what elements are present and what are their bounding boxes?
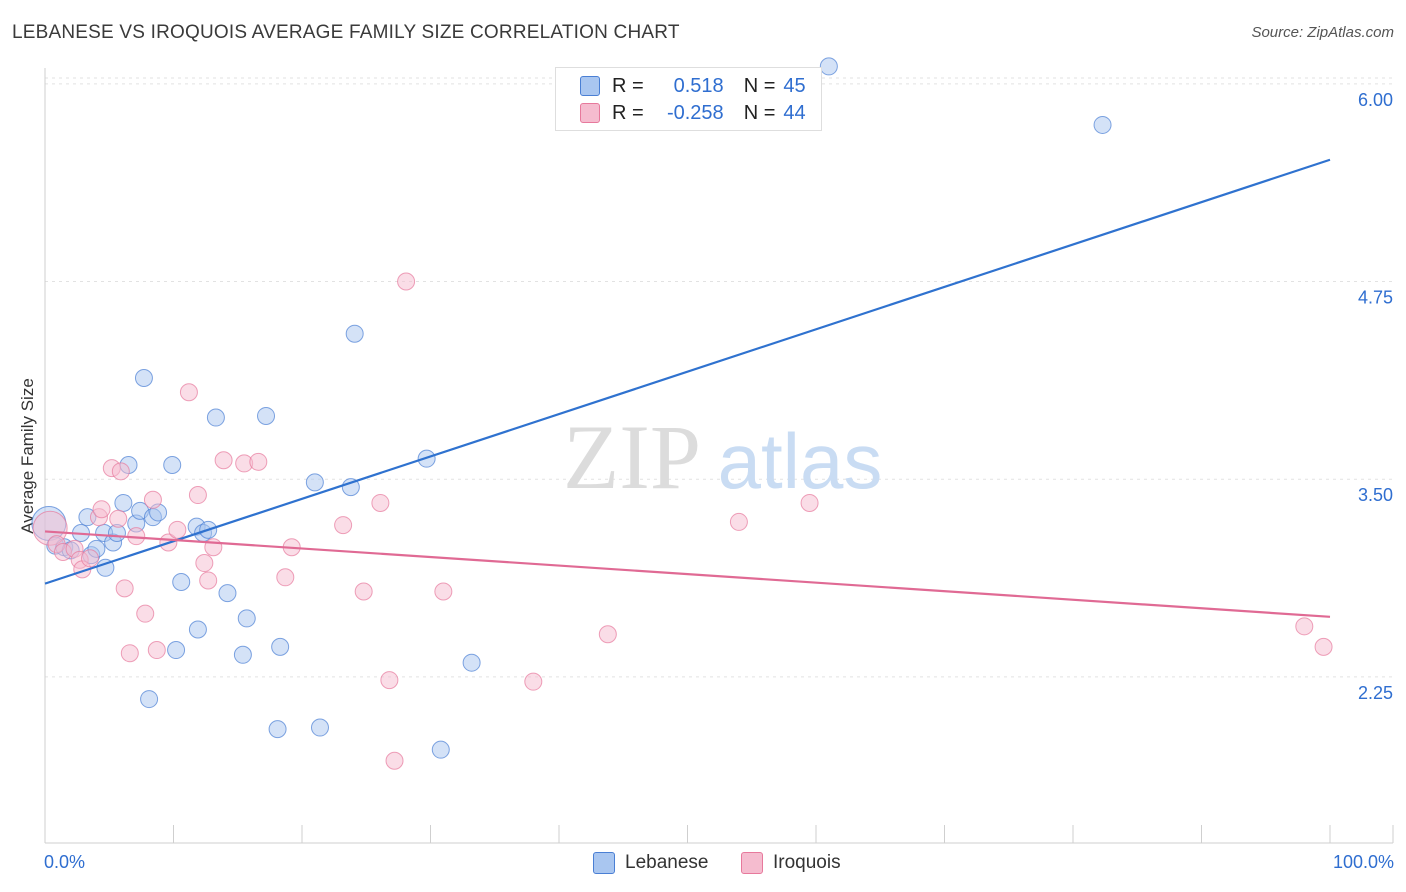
trend-line-iroquois bbox=[44, 530, 1331, 618]
point-lebanese bbox=[188, 620, 207, 639]
legend-swatch-iroquois bbox=[580, 103, 600, 123]
legend-r-label: R = bbox=[612, 101, 644, 124]
series-name-lebanese: Lebanese bbox=[625, 852, 709, 873]
data-points bbox=[31, 57, 1333, 770]
watermark: ZIP atlas bbox=[563, 406, 882, 508]
point-lebanese bbox=[431, 740, 450, 759]
point-iroquois bbox=[195, 554, 214, 573]
point-iroquois bbox=[120, 644, 139, 663]
y-tick-labels: 2.25 3.50 4.75 6.00 bbox=[1358, 90, 1393, 703]
legend-row-iroquois: R = -0.258 N = 44 bbox=[580, 101, 806, 125]
point-lebanese bbox=[172, 573, 191, 592]
point-iroquois bbox=[147, 641, 166, 660]
point-iroquois bbox=[598, 625, 617, 644]
point-iroquois bbox=[434, 582, 453, 601]
legend-swatch-lebanese bbox=[580, 76, 600, 96]
legend-r-label: R = bbox=[612, 74, 644, 97]
point-iroquois bbox=[179, 383, 198, 402]
point-lebanese bbox=[345, 324, 364, 343]
point-iroquois bbox=[371, 493, 390, 512]
point-lebanese bbox=[218, 584, 237, 603]
point-lebanese bbox=[96, 558, 115, 577]
legend-n-value: 44 bbox=[783, 101, 806, 124]
y-tick-label: 2.25 bbox=[1358, 683, 1393, 703]
point-iroquois bbox=[214, 451, 233, 470]
series-legend-lebanese[interactable]: Lebanese bbox=[593, 852, 708, 874]
point-iroquois bbox=[397, 272, 416, 291]
point-iroquois bbox=[92, 500, 111, 519]
y-tick-label: 4.75 bbox=[1358, 288, 1393, 308]
series-swatch-iroquois bbox=[741, 852, 763, 874]
x-tick-label-min: 0.0% bbox=[44, 852, 86, 872]
trend-lines bbox=[44, 158, 1331, 618]
point-iroquois bbox=[1295, 617, 1314, 636]
legend-row-lebanese: R = 0.518 N = 45 bbox=[580, 74, 806, 98]
legend-n-label: N = bbox=[743, 74, 776, 97]
point-iroquois bbox=[334, 516, 353, 535]
point-lebanese bbox=[167, 641, 186, 660]
point-lebanese bbox=[268, 720, 287, 739]
point-iroquois bbox=[729, 512, 748, 531]
point-iroquois bbox=[111, 462, 130, 481]
watermark-atlas: atlas bbox=[718, 417, 883, 505]
point-iroquois bbox=[109, 509, 128, 528]
point-lebanese bbox=[819, 57, 838, 76]
gridlines bbox=[45, 77, 1393, 678]
point-lebanese bbox=[310, 718, 329, 737]
point-iroquois bbox=[249, 452, 268, 471]
point-iroquois bbox=[188, 486, 207, 505]
series-name-iroquois: Iroquois bbox=[773, 852, 841, 873]
stats-legend: R = 0.518 N = 45 R = -0.258 N = 44 bbox=[555, 67, 822, 131]
axes bbox=[44, 68, 1394, 844]
point-iroquois bbox=[80, 549, 99, 568]
watermark-zip: ZIP bbox=[563, 406, 701, 508]
series-legend: Lebanese Iroquois bbox=[0, 852, 1406, 878]
point-iroquois bbox=[524, 672, 543, 691]
point-iroquois bbox=[276, 568, 295, 587]
legend-n-label: N = bbox=[743, 101, 776, 124]
point-iroquois bbox=[380, 671, 399, 690]
point-iroquois bbox=[354, 582, 373, 601]
point-iroquois bbox=[168, 520, 187, 539]
point-lebanese bbox=[305, 473, 324, 492]
point-lebanese bbox=[341, 478, 360, 497]
point-iroquois bbox=[136, 604, 155, 623]
point-iroquois bbox=[1314, 637, 1333, 656]
point-iroquois bbox=[115, 579, 134, 598]
legend-r-value: -0.258 bbox=[666, 101, 724, 124]
point-lebanese bbox=[140, 690, 159, 709]
point-lebanese bbox=[1093, 115, 1112, 134]
point-iroquois bbox=[199, 571, 218, 590]
point-lebanese bbox=[206, 408, 225, 427]
point-iroquois bbox=[800, 493, 819, 512]
legend-n-value: 45 bbox=[783, 74, 806, 97]
y-tick-label: 6.00 bbox=[1358, 90, 1393, 110]
point-lebanese bbox=[163, 455, 182, 474]
point-lebanese bbox=[114, 493, 133, 512]
point-lebanese bbox=[271, 637, 290, 656]
point-iroquois bbox=[385, 751, 404, 770]
point-lebanese bbox=[233, 645, 252, 664]
point-lebanese bbox=[462, 653, 481, 672]
series-legend-iroquois[interactable]: Iroquois bbox=[741, 852, 841, 874]
chart-source: Source: ZipAtlas.com bbox=[1251, 24, 1394, 41]
point-lebanese bbox=[134, 369, 153, 387]
trend-line-lebanese bbox=[44, 158, 1331, 585]
point-lebanese bbox=[257, 406, 276, 425]
series-swatch-lebanese bbox=[593, 852, 615, 874]
point-iroquois bbox=[143, 490, 162, 509]
y-tick-label: 3.50 bbox=[1358, 485, 1393, 505]
legend-r-value: 0.518 bbox=[673, 74, 724, 97]
chart-title: LEBANESE VS IROQUOIS AVERAGE FAMILY SIZE… bbox=[12, 22, 680, 43]
point-lebanese bbox=[237, 609, 256, 628]
x-tick-label-max: 100.0% bbox=[1332, 852, 1394, 872]
